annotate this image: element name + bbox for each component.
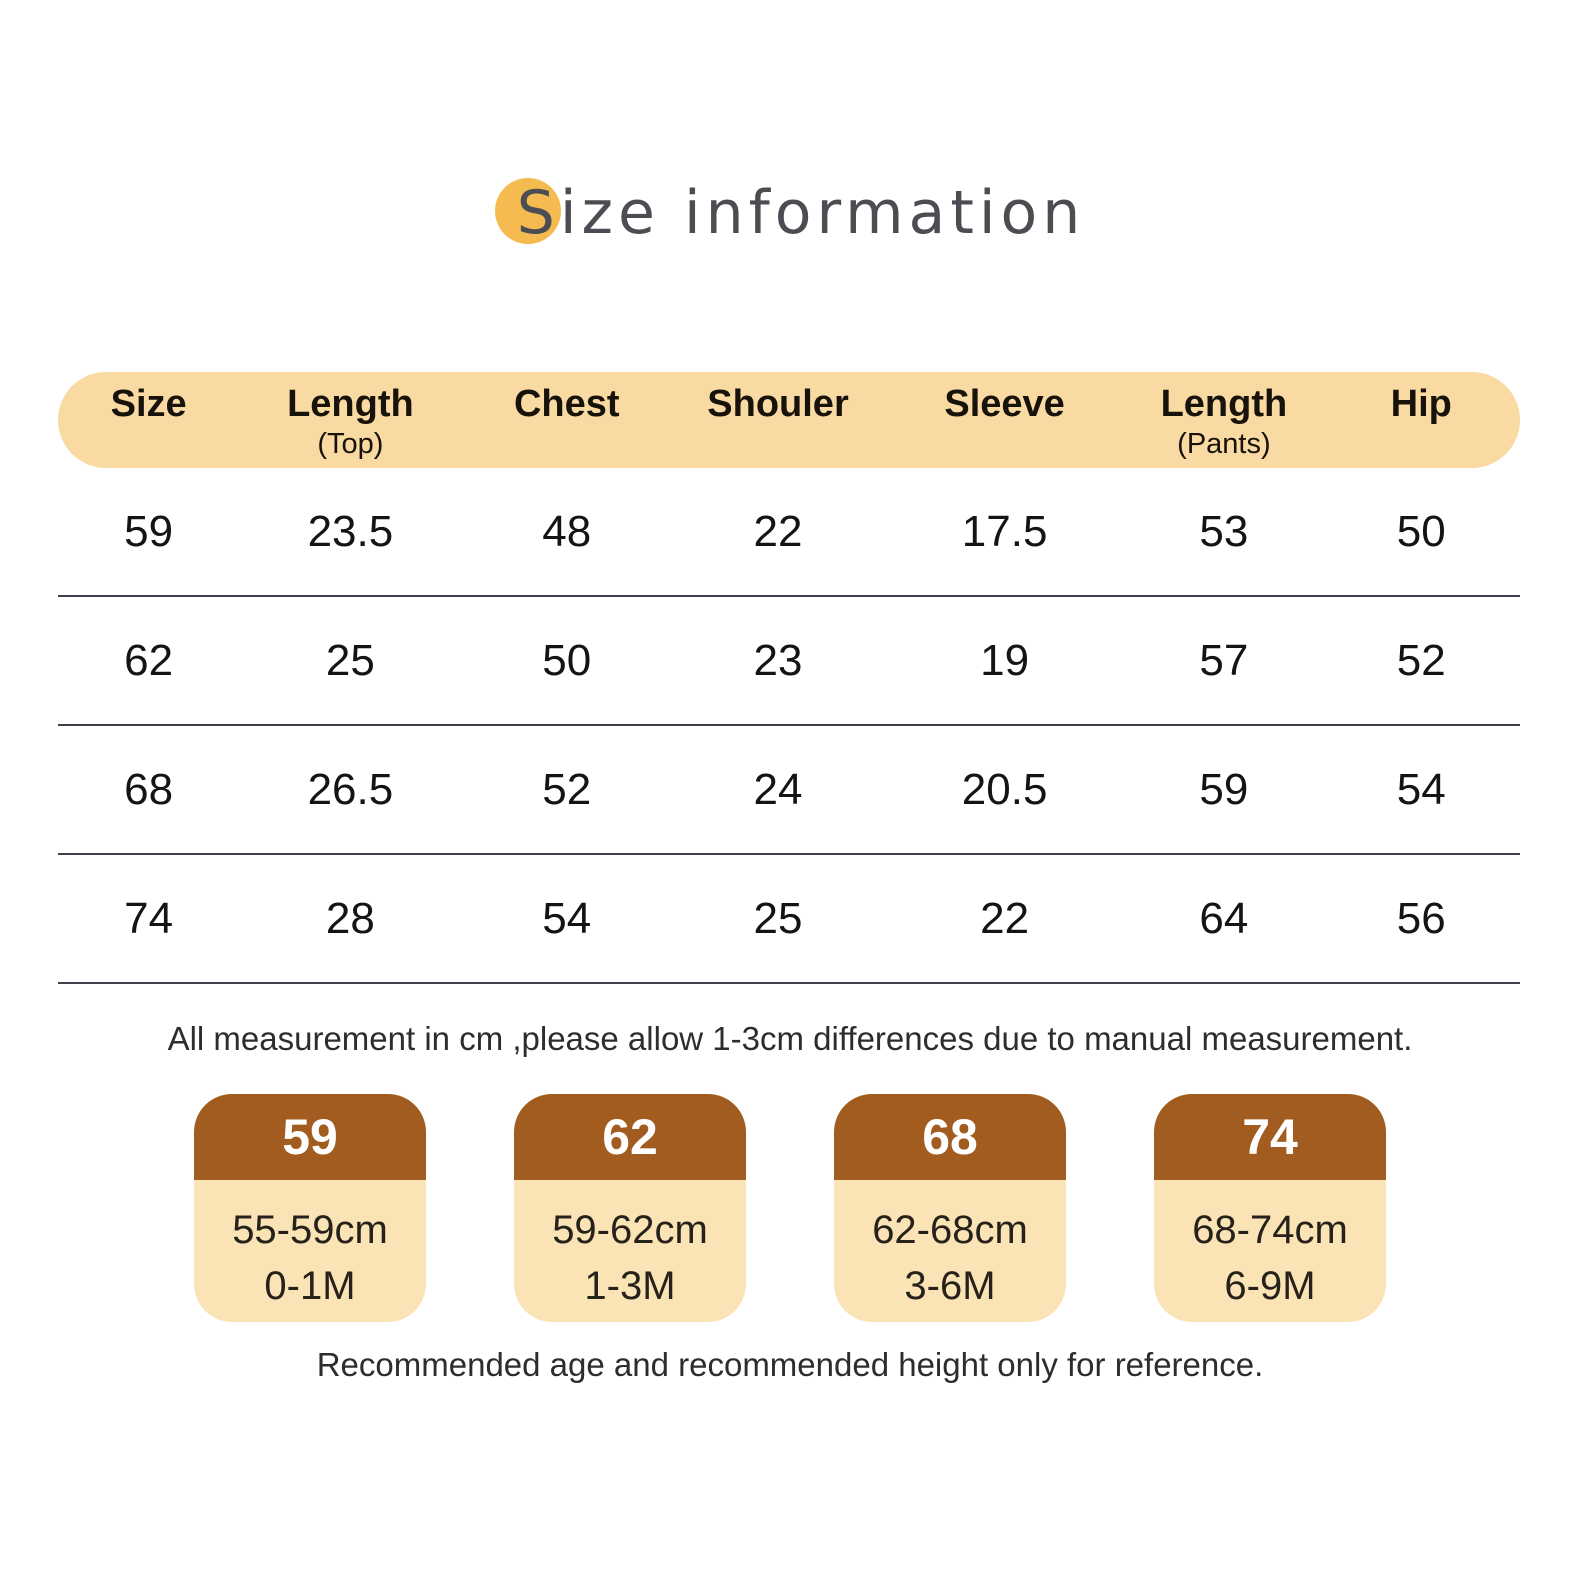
table-cell: 74: [124, 893, 174, 943]
column-header-label: Length: [1160, 383, 1288, 425]
size-card-size: 74: [1154, 1094, 1386, 1180]
size-card-height-range: 68-74cm: [1192, 1208, 1348, 1252]
size-card-size: 59: [194, 1094, 426, 1180]
measurement-note: All measurement in cm ,please allow 1-3c…: [167, 1020, 1413, 1057]
size-table: Size Length (Top) Chest Shouler Sleeve L…: [58, 372, 1520, 984]
table-cell: 59: [124, 506, 174, 556]
table-cell: 50: [1396, 506, 1446, 556]
table-cell: 23: [753, 635, 803, 685]
size-card-body: 59-62cm 1-3M: [514, 1180, 746, 1322]
size-card-size: 62: [514, 1094, 746, 1180]
size-recommendation-cards: 59 55-59cm 0-1M 62 59-62cm 1-3M 68 62-68…: [0, 1094, 1580, 1322]
column-header-shoulder: Shouler: [672, 372, 884, 468]
size-card-body: 68-74cm 6-9M: [1154, 1180, 1386, 1322]
size-card-68: 68 62-68cm 3-6M: [834, 1094, 1066, 1322]
table-cell: 24: [753, 764, 803, 814]
page-header: Size information: [0, 178, 1580, 248]
table-cell: 52: [1396, 635, 1446, 685]
table-cell: 28: [325, 893, 375, 943]
size-card-height-range: 55-59cm: [232, 1208, 388, 1252]
size-card-age-range: 6-9M: [1224, 1264, 1316, 1308]
column-header-chest: Chest: [462, 372, 673, 468]
table-cell: 22: [753, 506, 803, 556]
size-card-59: 59 55-59cm 0-1M: [194, 1094, 426, 1322]
table-cell: 26.5: [307, 764, 394, 814]
column-header-label: Hip: [1390, 383, 1452, 425]
column-header-length-top: Length (Top): [239, 372, 461, 468]
column-header-size: Size: [58, 372, 239, 468]
reference-note: Recommended age and recommended height o…: [316, 1346, 1264, 1383]
table-row-size-59: 59 23.5 48 22 17.5 53 50: [58, 468, 1520, 597]
table-cell: 53: [1199, 506, 1249, 556]
table-cell: 50: [542, 635, 592, 685]
table-row-size-68: 68 26.5 52 24 20.5 59 54: [58, 726, 1520, 855]
size-card-body: 55-59cm 0-1M: [194, 1180, 426, 1322]
table-cell: 57: [1199, 635, 1249, 685]
table-cell: 52: [542, 764, 592, 814]
table-cell: 64: [1199, 893, 1249, 943]
table-cell: 20.5: [961, 764, 1048, 814]
column-header-label: Size: [110, 383, 187, 425]
table-cell: 17.5: [961, 506, 1048, 556]
table-header-row: Size Length (Top) Chest Shouler Sleeve L…: [58, 372, 1520, 468]
table-cell: 62: [124, 635, 174, 685]
table-cell: 25: [753, 893, 803, 943]
size-card-height-range: 59-62cm: [552, 1208, 708, 1252]
size-card-body: 62-68cm 3-6M: [834, 1180, 1066, 1322]
column-header-sleeve: Sleeve: [884, 372, 1125, 468]
column-header-label: Shouler: [707, 383, 849, 425]
table-cell: 68: [124, 764, 174, 814]
table-cell: 54: [542, 893, 592, 943]
column-header-label: Length: [287, 383, 414, 425]
table-cell: 48: [542, 506, 592, 556]
column-header-hip: Hip: [1323, 372, 1520, 468]
column-header-sub: (Pants): [1177, 428, 1271, 460]
accent-dot-icon: [494, 178, 561, 244]
size-card-age-range: 0-1M: [264, 1264, 356, 1308]
size-card-74: 74 68-74cm 6-9M: [1154, 1094, 1386, 1322]
size-card-62: 62 59-62cm 1-3M: [514, 1094, 746, 1322]
table-cell: 56: [1396, 893, 1446, 943]
table-cell: 25: [325, 635, 375, 685]
column-header-label: Chest: [513, 383, 620, 425]
table-row-size-62: 62 25 50 23 19 57 52: [58, 597, 1520, 726]
column-header-length-pants: Length (Pants): [1125, 372, 1322, 468]
table-cell: 23.5: [307, 506, 394, 556]
table-row-size-74: 74 28 54 25 22 64 56: [58, 855, 1520, 984]
table-cell: 59: [1199, 764, 1249, 814]
table-cell: 54: [1396, 764, 1446, 814]
column-header-label: Sleeve: [944, 383, 1065, 425]
size-card-size: 68: [834, 1094, 1066, 1180]
size-card-age-range: 1-3M: [584, 1264, 676, 1308]
size-card-age-range: 3-6M: [904, 1264, 996, 1308]
page-title: Size information: [516, 178, 1086, 248]
table-cell: 22: [980, 893, 1030, 943]
column-header-sub: (Top): [317, 428, 384, 460]
table-cell: 19: [980, 635, 1030, 685]
size-card-height-range: 62-68cm: [872, 1208, 1028, 1252]
